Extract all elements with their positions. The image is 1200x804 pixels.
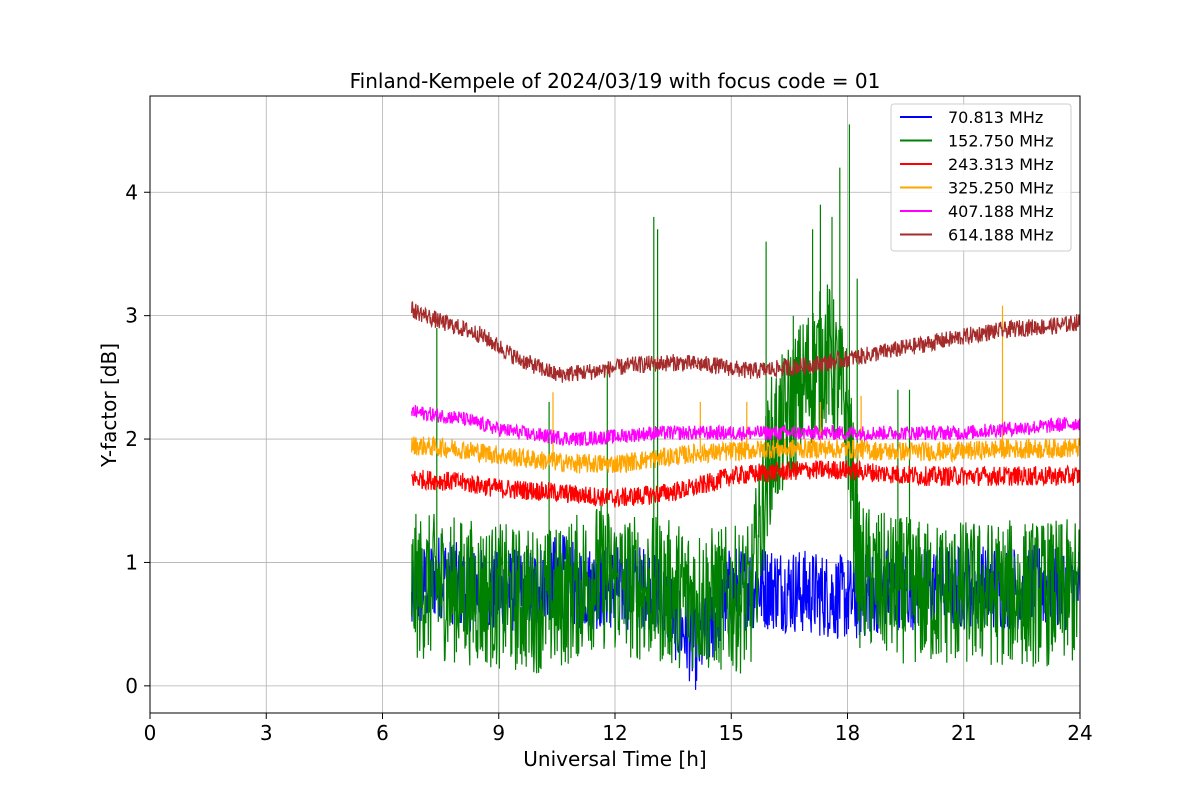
x-tick-label: 24 <box>1067 721 1092 745</box>
legend-label: 152.750 MHz <box>948 132 1053 151</box>
x-tick-label: 15 <box>719 721 744 745</box>
legend: 70.813 MHz 152.750 MHz 243.313 MHz 325.250 … <box>890 103 1072 252</box>
y-tick-label: 2 <box>125 427 138 451</box>
series-line <box>411 301 1080 383</box>
legend-label: 70.813 MHz <box>948 108 1043 127</box>
y-tick-label: 0 <box>125 674 138 698</box>
legend-label: 614.188 MHz <box>948 226 1053 245</box>
x-tick-label: 6 <box>376 721 389 745</box>
series-line <box>411 405 1080 447</box>
x-tick-label: 3 <box>260 721 273 745</box>
x-tick-label: 0 <box>144 721 157 745</box>
y-axis-label: Y-factor [dB] <box>97 343 121 468</box>
x-tick-label: 21 <box>951 721 976 745</box>
series-line <box>411 459 1080 508</box>
x-axis-label: Universal Time [h] <box>523 747 706 771</box>
chart-title: Finland-Kempele of 2024/03/19 with focus… <box>350 69 881 93</box>
legend-box <box>890 103 1072 252</box>
y-tick-label: 4 <box>125 180 138 204</box>
y-tick-label: 3 <box>125 304 138 328</box>
series-layer <box>411 124 1080 690</box>
y-tick-label: 1 <box>125 550 138 574</box>
x-tick-label: 18 <box>835 721 860 745</box>
x-tick-label: 12 <box>602 721 627 745</box>
series-line <box>411 124 1080 674</box>
x-tick-label: 9 <box>492 721 505 745</box>
legend-label: 243.313 MHz <box>948 155 1053 174</box>
legend-label: 325.250 MHz <box>948 179 1053 198</box>
legend-label: 407.188 MHz <box>948 202 1053 221</box>
